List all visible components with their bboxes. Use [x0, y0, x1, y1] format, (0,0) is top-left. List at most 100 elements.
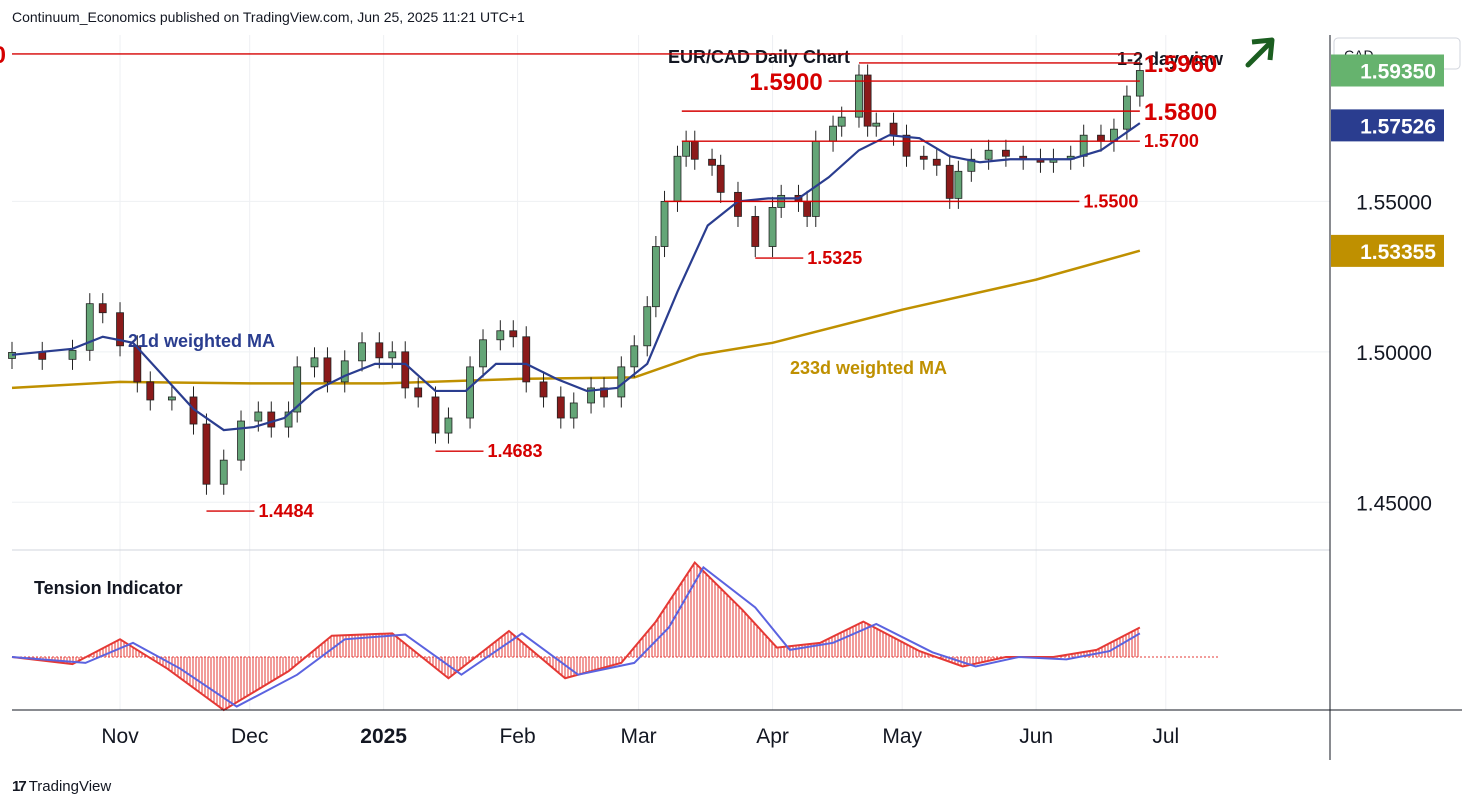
candle — [690, 140, 699, 160]
candle — [496, 330, 505, 341]
tradingview-brand: TradingView — [28, 778, 112, 795]
candle — [116, 312, 124, 347]
price-badge — [1331, 109, 1444, 142]
x-tick-label: Jul — [1152, 725, 1179, 748]
candle — [803, 200, 812, 217]
candle — [751, 216, 760, 247]
candle — [651, 246, 660, 308]
grid — [12, 35, 1330, 710]
x-tick-label: Mar — [621, 725, 657, 748]
ma233-label: 233d weighted MA — [790, 358, 947, 378]
candle — [837, 116, 846, 127]
candle — [954, 170, 963, 199]
candle — [855, 74, 863, 118]
candle — [237, 420, 245, 461]
candle — [133, 345, 142, 383]
candle — [358, 342, 366, 362]
x-tick-label: Dec — [231, 725, 268, 748]
candle — [293, 366, 302, 413]
candle — [872, 122, 881, 127]
candle — [569, 402, 578, 419]
tradingview-logo[interactable]: 17 TradingView — [12, 778, 111, 795]
ma21-label: 21d weighted MA — [128, 331, 275, 351]
candle — [254, 411, 263, 422]
candle — [414, 387, 423, 398]
candle — [716, 164, 725, 193]
x-tick-label: Nov — [101, 725, 139, 748]
low-label: 1.5325 — [807, 248, 862, 268]
tradingview-mark-icon: 17 — [12, 778, 27, 795]
candle — [310, 357, 319, 368]
candle — [284, 411, 293, 428]
candle — [1122, 95, 1131, 130]
publisher-header: Continuum_Economics published on Trading… — [12, 9, 525, 25]
level-label: 1.5500 — [1083, 191, 1138, 211]
x-tick-label: Feb — [499, 725, 535, 748]
price-badge-label: 1.59350 — [1360, 61, 1436, 84]
chart-title: EUR/CAD Daily Chart — [668, 47, 850, 67]
level-label: 1.5700 — [1144, 131, 1199, 151]
candle — [68, 349, 77, 360]
candle — [98, 303, 107, 314]
candle — [340, 360, 349, 383]
candle — [600, 387, 608, 398]
x-tick-label: 2025 — [360, 725, 407, 748]
candle — [587, 387, 595, 404]
axes: CAD1.550001.500001.45000NovDec2025FebMar… — [12, 35, 1462, 760]
candle — [509, 330, 518, 338]
x-tick-label: Apr — [756, 725, 789, 748]
candle — [202, 423, 211, 485]
candle — [267, 411, 276, 428]
candle — [444, 417, 453, 434]
candle — [401, 351, 410, 389]
y-tick-label: 1.50000 — [1356, 342, 1432, 365]
price-badge — [1331, 234, 1444, 267]
up-right-arrow-icon — [1245, 37, 1275, 68]
tension-label: Tension Indicator — [34, 578, 183, 598]
level-label: 1.5900 — [749, 69, 822, 96]
candle — [919, 155, 928, 160]
arrow-head — [1251, 37, 1275, 61]
candle — [945, 164, 954, 199]
candle — [673, 155, 682, 202]
x-tick-label: May — [882, 725, 922, 748]
candle — [539, 381, 548, 398]
candle — [630, 345, 639, 368]
candle — [1097, 134, 1105, 142]
candle — [643, 306, 652, 347]
candle — [902, 134, 911, 157]
candle — [889, 122, 898, 136]
candle — [984, 149, 993, 160]
candle — [708, 158, 716, 166]
ma233-line — [11, 249, 1141, 390]
x-tick-label: Jun — [1019, 725, 1053, 748]
level-label: 1.5800 — [1144, 99, 1217, 126]
candle — [682, 140, 691, 157]
candle — [466, 366, 474, 419]
low-label: 1.4683 — [487, 441, 542, 461]
candle — [38, 352, 47, 360]
candle — [1135, 70, 1144, 97]
candle — [522, 336, 531, 383]
candle — [219, 459, 228, 485]
candle — [932, 158, 941, 166]
price-badge-label: 1.53355 — [1360, 241, 1436, 264]
candle — [167, 396, 176, 401]
chart-subtitle: 1-2 day view — [1117, 49, 1224, 69]
price-badge-label: 1.57526 — [1360, 115, 1436, 138]
candle — [323, 357, 332, 383]
candle — [1002, 149, 1010, 157]
y-tick-label: 1.55000 — [1356, 191, 1432, 214]
candle — [811, 140, 820, 217]
arrow-shaft — [1245, 40, 1273, 68]
candle — [967, 158, 976, 172]
candle — [660, 200, 669, 247]
y-tick-label: 1.45000 — [1356, 492, 1432, 515]
candle — [146, 381, 155, 401]
candle — [375, 342, 384, 359]
low-label: 1.4484 — [258, 501, 313, 521]
candle — [431, 396, 440, 434]
level-label: 1.5960 — [1144, 51, 1217, 78]
candle — [1079, 134, 1088, 157]
